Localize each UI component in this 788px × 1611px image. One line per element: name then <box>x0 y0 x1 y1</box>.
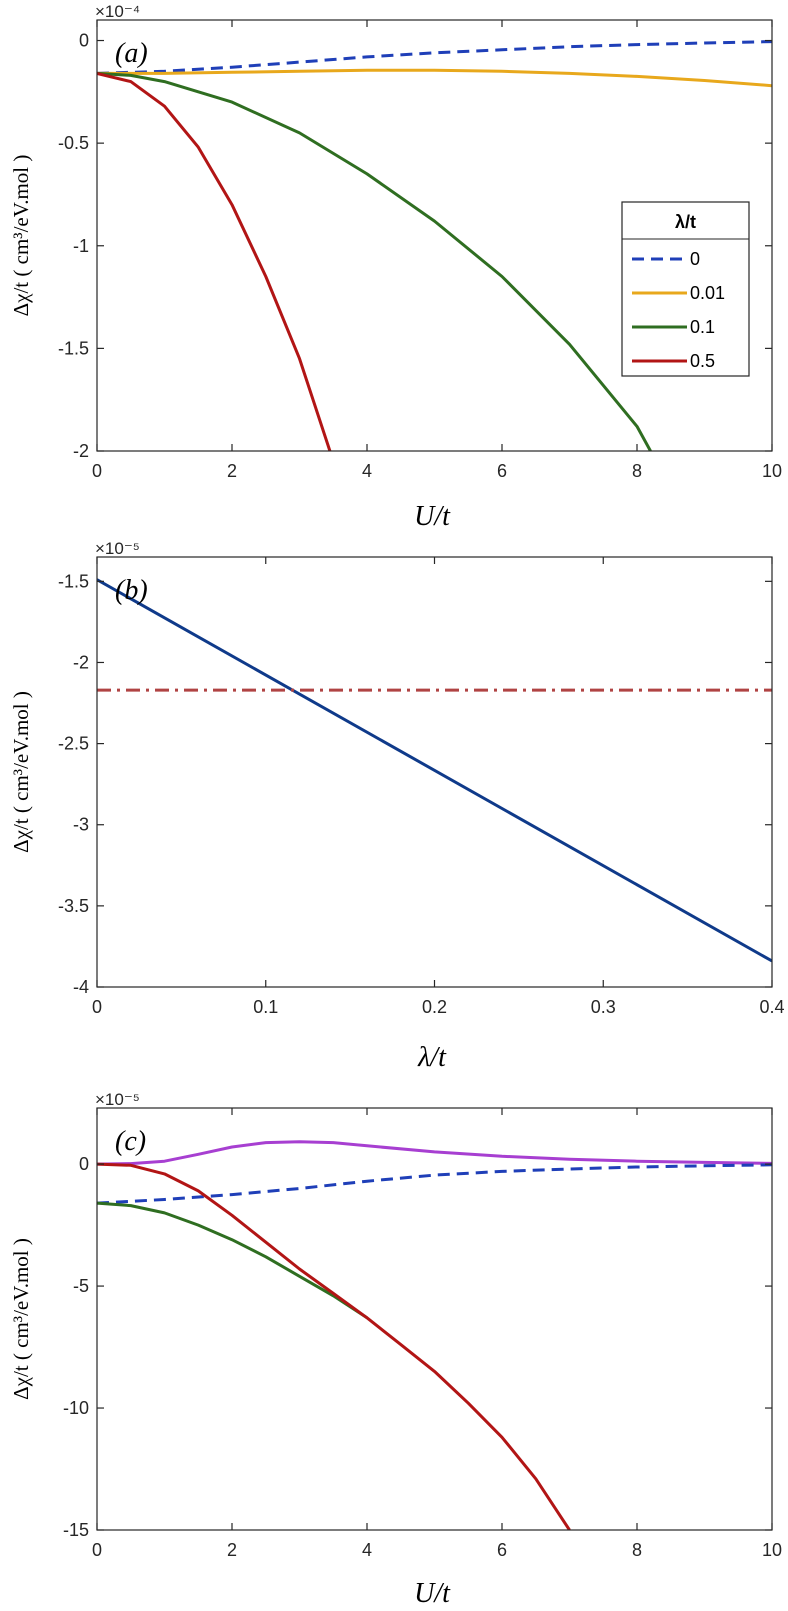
legend-entry-label: 0.5 <box>690 351 715 371</box>
series-line-2 <box>97 1163 772 1205</box>
panel-3: 0 2 4 6 8 10 0 -5 -10 -15 ×10⁻⁵ (c) U/t Δχ/t ( cm³/eV… <box>9 1090 782 1609</box>
x-tick-label: 0.1 <box>253 997 278 1017</box>
y-tick-label: -0.5 <box>58 133 89 153</box>
panel-label: (c) <box>115 1126 146 1157</box>
y-tick-label: -1.5 <box>58 571 89 591</box>
series-line-0 <box>97 40 772 75</box>
x-tick-label: 6 <box>497 1540 507 1560</box>
x-tick-label: 0.2 <box>422 997 447 1017</box>
y-multiplier: ×10⁻⁴ <box>95 2 140 21</box>
legend: λ/t 0 0.01 0.1 0.5 <box>621 201 750 377</box>
y-tick-label: -2 <box>73 441 89 461</box>
x-axis-label: U/t <box>414 501 451 532</box>
series-line-1 <box>97 578 772 963</box>
y-multiplier: ×10⁻⁵ <box>95 539 140 558</box>
y-tick-label: -1.5 <box>58 338 89 358</box>
series-group <box>97 1140 772 1530</box>
x-tick-label: 8 <box>632 1540 642 1560</box>
legend-box <box>621 201 750 377</box>
panel-1: 0 2 4 6 8 10 0 -0.5 -1 -1.5 -2 ×10⁻⁴ (a) U/t Δχ/t ( cm… <box>9 2 782 532</box>
x-tick-label: 8 <box>632 461 642 481</box>
y-axis-label: Δχ/t ( cm³/eV.mol ) <box>9 691 33 853</box>
x-tick-label: 6 <box>497 461 507 481</box>
y-tick-label: -1 <box>73 236 89 256</box>
x-tick-label: 2 <box>227 461 237 481</box>
legend-entry-label: 0 <box>690 249 700 269</box>
panel-label: (b) <box>115 575 148 606</box>
x-axis-label: U/t <box>414 1578 451 1609</box>
y-tick-label: -10 <box>63 1398 89 1418</box>
y-tick-label: -3.5 <box>58 896 89 916</box>
y-tick-label: -2 <box>73 652 89 672</box>
y-axis-label: Δχ/t ( cm³/eV.mol ) <box>9 155 33 317</box>
series-line-1 <box>97 1140 772 1166</box>
x-tick-label: 0.4 <box>759 997 784 1017</box>
y-tick-label: 0 <box>79 1154 89 1174</box>
y-axis-label: Δχ/t ( cm³/eV.mol ) <box>9 1238 33 1400</box>
series-line-4 <box>97 1162 571 1530</box>
y-tick-label: -4 <box>73 977 89 997</box>
x-tick-label: 0 <box>92 1540 102 1560</box>
x-tick-label: 0.3 <box>591 997 616 1017</box>
series-group <box>97 578 772 963</box>
panel-2: 0 0.1 0.2 0.3 0.4 -1.5 -2 -2.5 -3 -3.5 -4 ×10⁻⁵ (b) λ… <box>9 539 785 1073</box>
x-tick-label: 0 <box>92 997 102 1017</box>
y-tick-label: -2.5 <box>58 734 89 754</box>
axes-box <box>96 1107 773 1531</box>
legend-entry-label: 0.1 <box>690 317 715 337</box>
series-line-3 <box>97 1201 368 1320</box>
series-line-0-1 <box>97 71 652 451</box>
legend-title: λ/t <box>675 212 696 232</box>
series-line-0-01 <box>97 68 772 88</box>
x-tick-label: 10 <box>762 461 782 481</box>
x-tick-label: 2 <box>227 1540 237 1560</box>
series-group <box>97 40 772 451</box>
y-tick-label: -15 <box>63 1520 89 1540</box>
x-tick-label: 4 <box>362 461 372 481</box>
y-tick-label: -3 <box>73 815 89 835</box>
x-tick-label: 10 <box>762 1540 782 1560</box>
x-tick-label: 4 <box>362 1540 372 1560</box>
y-tick-label: 0 <box>79 31 89 51</box>
y-tick-label: -5 <box>73 1276 89 1296</box>
series-line-0-5 <box>97 71 332 451</box>
panel-label: (a) <box>115 38 148 69</box>
x-axis-label: λ/t <box>417 1042 447 1073</box>
axes-box <box>96 19 773 452</box>
x-tick-label: 0 <box>92 461 102 481</box>
legend-entry-label: 0.01 <box>690 283 725 303</box>
y-multiplier: ×10⁻⁵ <box>95 1090 140 1109</box>
